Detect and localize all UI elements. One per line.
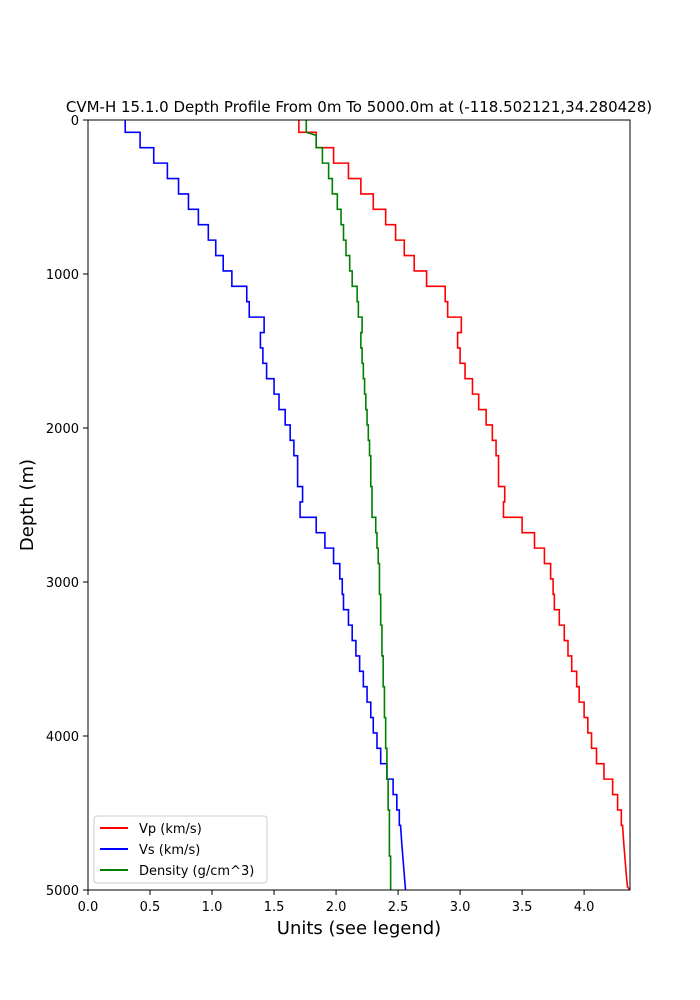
x-axis-title: Units (see legend) [277, 918, 441, 939]
y-axis-ticks: 0 1000 2000 3000 4000 5000 [46, 114, 88, 899]
x-tick-label: 4.0 [574, 900, 595, 915]
x-tick-label: 2.5 [388, 900, 409, 915]
x-tick-label: 0.0 [78, 900, 99, 915]
series-line-0 [298, 120, 631, 891]
x-tick-label: 2.0 [326, 900, 347, 915]
legend: Vp (km/s) Vs (km/s) Density (g/cm^3) [93, 815, 268, 884]
y-tick-label: 3000 [46, 576, 79, 591]
legend-label-0: Vp (km/s) [139, 822, 202, 837]
y-tick-label: 0 [71, 114, 79, 129]
series-layer [124, 120, 631, 891]
y-tick-label: 5000 [46, 884, 79, 899]
chart-title: CVM-H 15.1.0 Depth Profile From 0m To 50… [66, 98, 652, 116]
y-axis-title: Depth (m) [17, 459, 38, 551]
series-line-1 [124, 120, 407, 891]
legend-label-2: Density (g/cm^3) [139, 864, 254, 879]
x-tick-label: 3.0 [450, 900, 471, 915]
x-tick-label: 1.0 [202, 900, 223, 915]
x-axis-ticks: 0.0 0.5 1.0 1.5 2.0 2.5 3.0 3.5 4.0 [78, 890, 595, 915]
legend-label-1: Vs (km/s) [139, 843, 200, 858]
x-tick-label: 0.5 [140, 900, 161, 915]
y-tick-label: 2000 [46, 422, 79, 437]
series-line-2 [305, 120, 392, 890]
legend-box [93, 815, 268, 884]
x-tick-label: 1.5 [264, 900, 285, 915]
plot-area-frame [87, 119, 631, 891]
y-tick-label: 4000 [46, 730, 79, 745]
x-tick-label: 3.5 [512, 900, 533, 915]
y-tick-label: 1000 [46, 268, 79, 283]
